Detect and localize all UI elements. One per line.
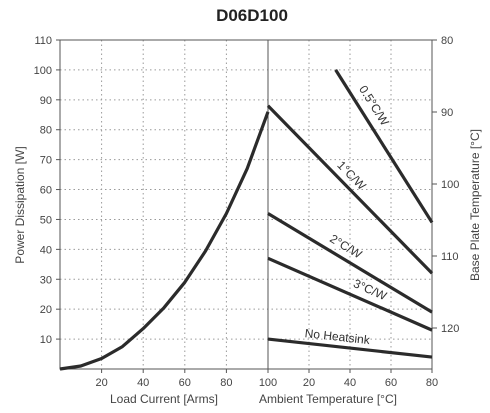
right-y-tick-label: 80	[441, 35, 453, 47]
right-y-tick-label: 100	[441, 179, 459, 191]
chart-title: D06D100	[216, 6, 288, 25]
right-x-tick-label: 60	[385, 377, 397, 389]
right-y-axis-label: Base Plate Temperature [°C]	[468, 129, 482, 281]
right-y-tick-label: 110	[441, 251, 459, 263]
left-y-tick-label: 90	[40, 95, 52, 107]
heatsink-line	[267, 212, 433, 314]
left-x-axis-label: Load Current [Arms]	[110, 392, 218, 406]
plot-frame	[59, 39, 433, 370]
left-y-tick-label: 30	[40, 274, 52, 286]
left-y-tick-label: 50	[40, 214, 52, 226]
left-x-tick-label: 100	[259, 377, 277, 389]
left-y-tick-label: 10	[40, 334, 52, 346]
heatsink-line	[266, 104, 434, 275]
heatsink-line-label: 1°C/W	[334, 158, 369, 193]
left-y-tick-label: 70	[40, 155, 52, 167]
heatsink-line	[267, 256, 433, 332]
heatsink-line	[334, 69, 434, 224]
left-y-tick-label: 60	[40, 185, 52, 197]
left-y-tick-label: 110	[34, 35, 52, 47]
left-y-tick-label: 40	[40, 244, 52, 256]
right-y-tick-label: 90	[441, 107, 453, 119]
left-y-axis-label: Power Dissipation [W]	[13, 146, 27, 263]
curves	[59, 69, 434, 371]
right-x-tick-label: 20	[303, 377, 315, 389]
heatsink-line	[267, 337, 433, 359]
right-x-tick-label: 40	[344, 377, 356, 389]
right-y-tick-label: 120	[441, 323, 459, 335]
left-x-tick-label: 40	[137, 377, 149, 389]
power-dissipation-curve	[59, 111, 270, 371]
right-x-tick-label: 80	[426, 377, 438, 389]
left-x-tick-label: 60	[179, 377, 191, 389]
left-y-tick-label: 80	[40, 125, 52, 137]
ticks: 10 20 30 40 50 60 70 80 90 100 110 20 40 60 80 100 20 40 6…	[34, 35, 460, 389]
grid	[60, 40, 432, 369]
left-x-tick-label: 80	[220, 377, 232, 389]
left-y-tick-label: 20	[40, 304, 52, 316]
right-x-axis-label: Ambient Temperature [°C]	[259, 392, 397, 406]
heatsink-line-label: 3°C/W	[351, 276, 389, 303]
heatsink-line-label: 0.5°C/W	[356, 83, 392, 129]
left-x-tick-label: 20	[95, 377, 107, 389]
heatsink-line-label: 2°C/W	[327, 232, 365, 262]
left-y-tick-label: 100	[34, 65, 52, 77]
